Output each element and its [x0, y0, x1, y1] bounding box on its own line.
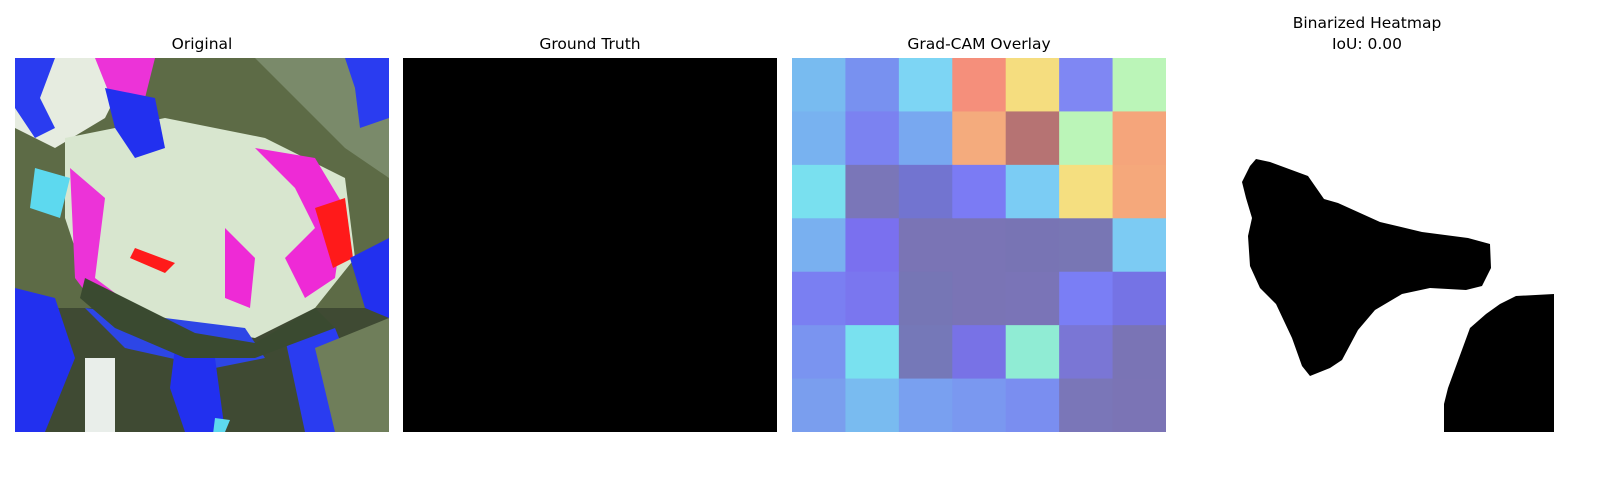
gradcam-cell [792, 271, 846, 326]
gradcam-cell [792, 325, 846, 380]
gradcam-cell [1059, 271, 1114, 326]
gradcam-cell [1005, 58, 1060, 112]
gradcam-cell [1005, 325, 1060, 380]
gradcam-cell [1112, 218, 1166, 273]
gradcam-cell [1112, 271, 1166, 326]
gradcam-cell [1005, 111, 1060, 166]
gradcam-cell [952, 164, 1007, 219]
gradcam-cell [898, 111, 953, 166]
gradcam-cell [952, 218, 1007, 273]
panel-title-ground-truth: Ground Truth [539, 35, 641, 53]
gradcam-cell [898, 58, 953, 112]
gradcam-cell [1112, 164, 1166, 219]
gradcam-cell [898, 218, 953, 273]
gradcam-cell [1005, 164, 1060, 219]
panel-original: Original [15, 0, 389, 500]
gradcam-cell [898, 325, 953, 380]
panel-gradcam: Grad-CAM Overlay [792, 0, 1166, 500]
gradcam-cell [1005, 378, 1060, 432]
gradcam-cell [898, 271, 953, 326]
panel-title-binarized: Binarized Heatmap [1292, 14, 1442, 32]
panel-binarized: Binarized Heatmap IoU: 0.00 [1180, 0, 1554, 500]
gradcam-cell [1005, 218, 1060, 273]
gradcam-cell [845, 218, 900, 273]
gradcam-cell [792, 218, 846, 273]
gradcam-cell [845, 271, 900, 326]
gradcam-cell [952, 378, 1007, 432]
gradcam-cell [1059, 218, 1114, 273]
gradcam-cell [792, 111, 846, 166]
gradcam-cell [845, 378, 900, 432]
gradcam-cell [898, 378, 953, 432]
gradcam-cell [952, 58, 1007, 112]
gradcam-cell [1059, 325, 1114, 380]
gradcam-cell [1059, 58, 1114, 112]
gradcam-cell [1059, 111, 1114, 166]
gradcam-cell [792, 378, 846, 432]
gradcam-cell [792, 164, 846, 219]
gradcam-cell [952, 111, 1007, 166]
gradcam-cell [898, 164, 953, 219]
panel-title-original: Original [171, 35, 233, 53]
panel-title-gradcam: Grad-CAM Overlay [907, 35, 1051, 53]
gradcam-cell [845, 164, 900, 219]
binarized-heatmap [1180, 58, 1554, 432]
gradcam-cell [952, 271, 1007, 326]
gradcam-cell [792, 58, 846, 112]
gradcam-cell [952, 325, 1007, 380]
gradcam-cell [1005, 271, 1060, 326]
gradcam-cell [1112, 111, 1166, 166]
ground-truth-mask [403, 58, 777, 432]
original-image [15, 58, 389, 432]
panel-ground-truth: Ground Truth [403, 0, 777, 500]
gradcam-cell [845, 111, 900, 166]
gradcam-overlay [792, 58, 1166, 432]
gradcam-cell [1112, 378, 1166, 432]
gradcam-cell [1059, 378, 1114, 432]
gradcam-cell [845, 58, 900, 112]
gradcam-cell [1059, 164, 1114, 219]
gradcam-cell [1112, 58, 1166, 112]
gradcam-cell [845, 325, 900, 380]
gradcam-cell [1112, 325, 1166, 380]
panel-subtitle-iou: IoU: 0.00 [1331, 35, 1403, 53]
